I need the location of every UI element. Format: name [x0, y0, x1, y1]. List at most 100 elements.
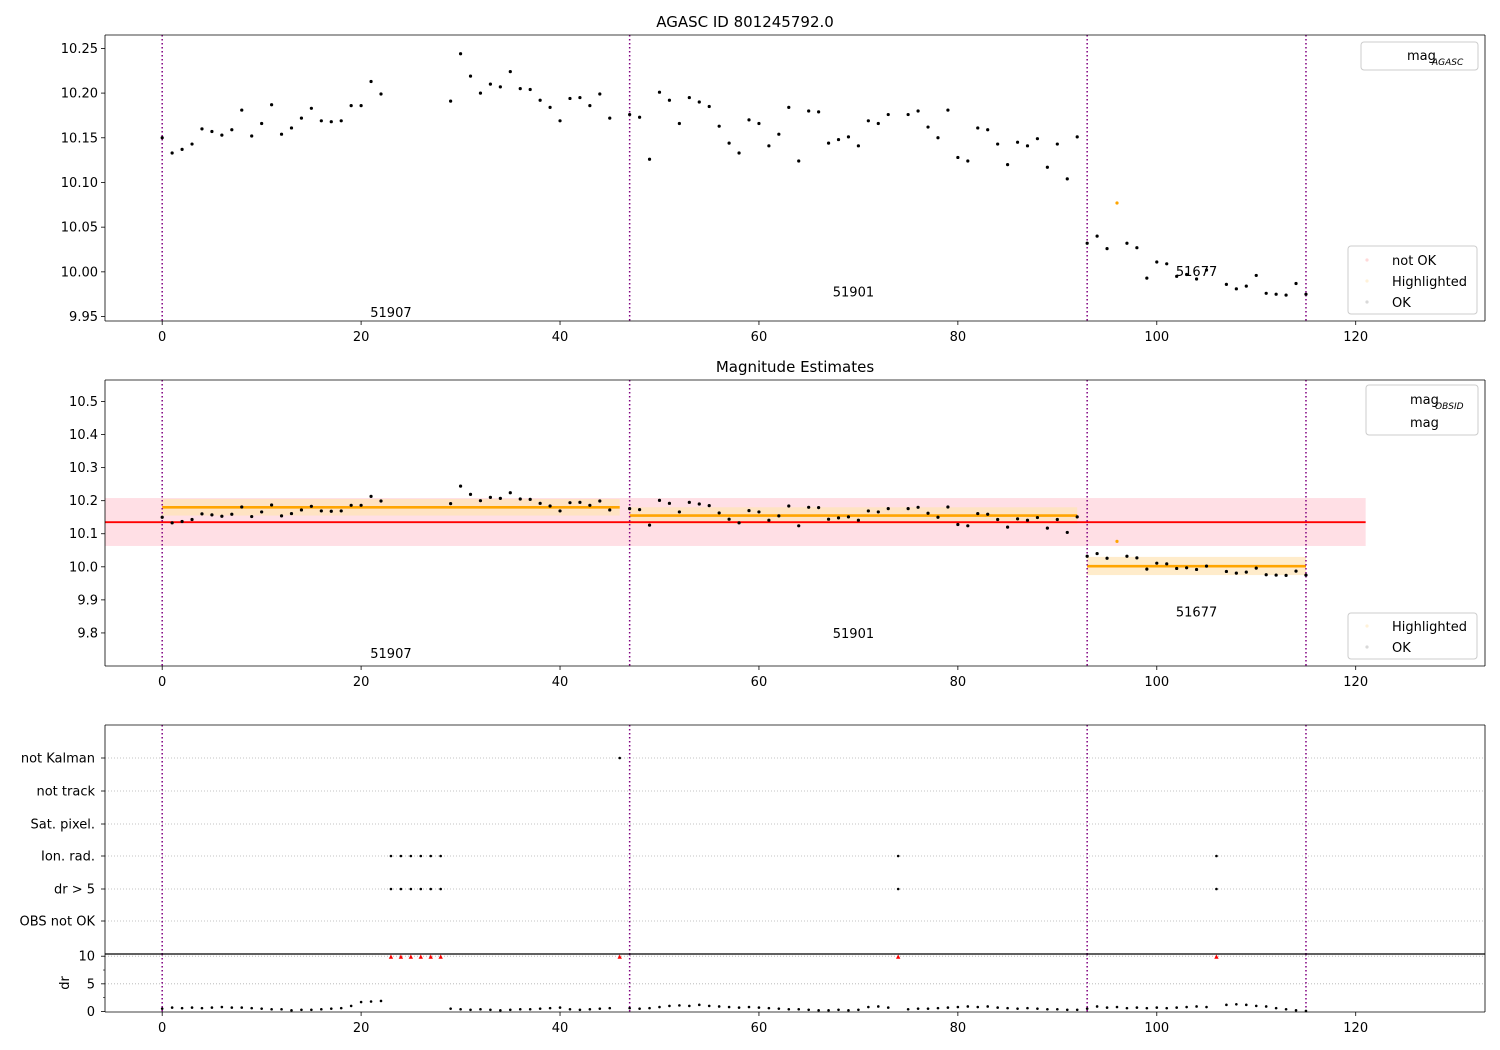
x-tick-label: 100 — [1144, 675, 1169, 690]
data-point-ok — [657, 90, 662, 94]
data-point-ok — [797, 159, 801, 163]
data-point-ok — [449, 99, 453, 103]
dr-point — [1284, 1007, 1288, 1011]
y-tick-label: 10.3 — [69, 461, 98, 476]
data-point-ok — [946, 505, 950, 509]
data-point-ok — [468, 74, 473, 78]
dr-point — [986, 1005, 990, 1008]
flag-point — [618, 756, 622, 760]
axes-background — [105, 725, 1485, 954]
data-point-ok — [976, 511, 980, 516]
dr-point — [926, 1007, 930, 1010]
data-point-ok — [916, 505, 920, 509]
data-point-ok — [996, 517, 1000, 522]
dr-point — [906, 1007, 910, 1011]
data-point-ok — [598, 92, 602, 96]
data-point-ok — [797, 524, 801, 528]
dr-point — [578, 1008, 582, 1012]
data-point-ok — [946, 108, 950, 112]
data-point-ok — [498, 85, 502, 89]
data-point-ok — [777, 132, 781, 136]
obsid-label: 51901 — [833, 627, 874, 642]
y-tick-label: 10.20 — [61, 87, 98, 102]
dr-point — [688, 1004, 691, 1008]
data-point-ok — [568, 96, 572, 101]
legend-label-ok: OK — [1392, 641, 1411, 656]
dr-point — [1165, 1006, 1169, 1010]
data-point-ok — [528, 497, 532, 501]
data-point-ok — [1085, 554, 1089, 558]
dr-point — [807, 1008, 810, 1012]
x-tick-label: 80 — [950, 1021, 967, 1036]
dr-point — [260, 1007, 263, 1010]
flag-point — [389, 854, 393, 858]
data-point-ok — [1005, 162, 1010, 167]
dr-point — [1175, 1006, 1178, 1009]
data-point-ok — [289, 511, 294, 516]
data-point-ok — [1294, 569, 1298, 573]
x-tick-label: 100 — [1144, 330, 1169, 345]
data-point-ok — [1175, 274, 1179, 278]
dr-point — [310, 1008, 313, 1012]
dr-point — [867, 1005, 870, 1009]
dr-point — [916, 1007, 920, 1010]
data-point-ok — [1244, 284, 1248, 288]
data-point-ok — [727, 141, 731, 145]
data-point-ok — [1025, 144, 1030, 148]
data-point-ok — [180, 147, 184, 151]
dr-point — [280, 1007, 283, 1011]
data-point-ok — [608, 508, 612, 512]
data-point-ok — [817, 110, 821, 114]
data-point-ok — [230, 128, 234, 132]
data-point-ok — [966, 524, 970, 528]
data-point-ok — [279, 514, 284, 518]
data-point-ok — [767, 518, 771, 522]
legend-box — [1347, 612, 1478, 660]
y-tick-label: 10.05 — [61, 221, 98, 236]
dr-point — [1225, 1003, 1228, 1007]
flag-point — [439, 887, 442, 891]
data-point-ok — [1015, 517, 1020, 521]
data-point-ok — [1234, 287, 1238, 291]
data-point-ok — [299, 116, 304, 120]
data-point-ok — [1035, 137, 1040, 141]
data-point-ok — [966, 159, 970, 163]
data-point-ok — [160, 136, 164, 140]
data-point-ok — [319, 119, 323, 123]
data-point-ok — [936, 136, 940, 140]
dr-point — [1254, 1004, 1258, 1008]
x-tick-label: 120 — [1343, 330, 1368, 345]
y-tick-label: 10.5 — [69, 395, 98, 410]
x-tick-label: 80 — [950, 330, 967, 345]
x-tick-label: 120 — [1343, 1021, 1368, 1036]
dr-clipped-marker — [1214, 954, 1219, 959]
data-point-ok — [936, 515, 940, 519]
data-point-ok — [1105, 556, 1109, 560]
dr-point — [588, 1007, 592, 1011]
data-point-ok — [1035, 515, 1040, 520]
dr-point — [1075, 1008, 1079, 1012]
flag-point — [896, 887, 900, 891]
dr-point — [339, 1006, 343, 1010]
flag-point — [896, 854, 900, 858]
data-point-ok — [200, 512, 204, 516]
dr-point — [508, 1008, 512, 1012]
flag-point — [419, 854, 423, 858]
data-point-highlighted — [1115, 201, 1119, 205]
flag-point — [409, 887, 413, 891]
data-point-ok — [687, 500, 691, 504]
dr-point — [1026, 1006, 1029, 1010]
obsid-label: 51677 — [1176, 265, 1217, 280]
data-point-ok — [1075, 135, 1079, 139]
data-point-ok — [628, 112, 632, 117]
dr-point — [1036, 1007, 1039, 1010]
data-point-ok — [379, 92, 383, 96]
data-point-ok — [1145, 567, 1149, 571]
data-point-ok — [1155, 561, 1159, 565]
dr-point — [1235, 1002, 1238, 1006]
data-point-ok — [608, 116, 612, 120]
data-point-ok — [1264, 291, 1268, 295]
data-point-ok — [807, 109, 811, 113]
dr-point — [469, 1008, 472, 1012]
dr-point — [747, 1005, 751, 1009]
